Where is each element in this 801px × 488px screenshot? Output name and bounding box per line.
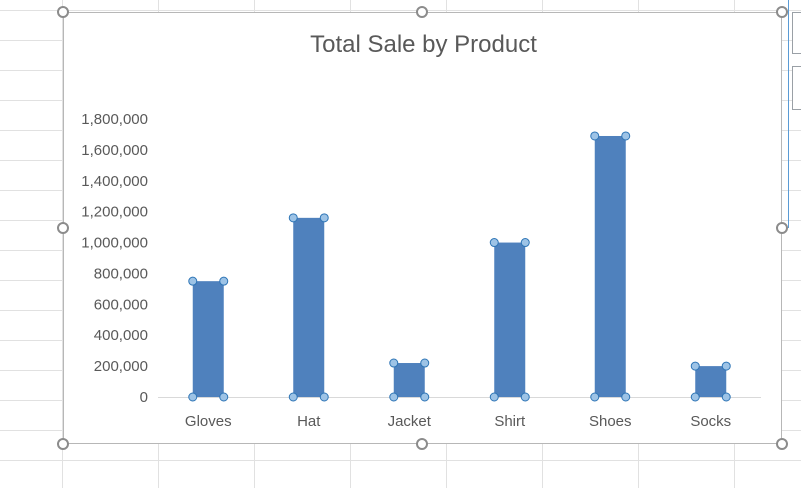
bar[interactable]	[695, 366, 727, 397]
series-selection-point[interactable]	[690, 392, 700, 402]
sheet-gridline	[0, 460, 801, 461]
resize-handle-top-right[interactable]	[776, 6, 788, 18]
x-tick-label: Socks	[690, 413, 731, 430]
y-tick-label: 800,000	[94, 265, 148, 282]
series-selection-point[interactable]	[389, 392, 399, 402]
bar[interactable]	[594, 135, 626, 397]
series-selection-point[interactable]	[520, 392, 530, 402]
y-tick-label: 1,800,000	[81, 111, 148, 128]
resize-handle-bottom-right[interactable]	[776, 438, 788, 450]
series-selection-point[interactable]	[188, 276, 198, 286]
bar[interactable]	[494, 242, 526, 397]
sheet-gridline	[0, 10, 801, 11]
x-tick-label: Gloves	[185, 413, 232, 430]
y-tick-label: 400,000	[94, 327, 148, 344]
resize-handle-left[interactable]	[57, 222, 69, 234]
sheet-gridline	[62, 0, 63, 488]
adjacent-object-fragment	[792, 12, 801, 54]
plot-area[interactable]: 0 200,000 400,000 600,000 800,000 1,000,000 1,…	[64, 13, 783, 445]
series-selection-point[interactable]	[389, 358, 399, 368]
series-selection-point[interactable]	[590, 392, 600, 402]
series-selection-point[interactable]	[420, 358, 430, 368]
series-selection-point[interactable]	[288, 392, 298, 402]
series-selection-point[interactable]	[690, 361, 700, 371]
resize-handle-top-left[interactable]	[57, 6, 69, 18]
series-selection-point[interactable]	[621, 131, 631, 141]
series-selection-point[interactable]	[621, 392, 631, 402]
x-tick-label: Jacket	[388, 413, 432, 430]
series-selection-point[interactable]	[319, 392, 329, 402]
resize-handle-top[interactable]	[416, 6, 428, 18]
resize-handle-bottom-left[interactable]	[57, 438, 69, 450]
y-tick-label: 1,000,000	[81, 235, 148, 252]
series-selection-point[interactable]	[219, 392, 229, 402]
series-selection-point[interactable]	[520, 238, 530, 248]
y-tick-label: 1,200,000	[81, 204, 148, 221]
bar[interactable]	[293, 217, 325, 397]
adjacent-object-border	[788, 0, 789, 228]
chart-title[interactable]: Total Sale by Product	[310, 31, 537, 58]
bar[interactable]	[393, 363, 425, 397]
series-selection-point[interactable]	[721, 361, 731, 371]
series-selection-point[interactable]	[721, 392, 731, 402]
y-tick-label: 200,000	[94, 358, 148, 375]
series-selection-point[interactable]	[319, 213, 329, 223]
series-selection-point[interactable]	[288, 213, 298, 223]
x-tick-label: Shoes	[589, 413, 632, 430]
series-selection-point[interactable]	[420, 392, 430, 402]
y-tick-label: 1,600,000	[81, 142, 148, 159]
adjacent-object-fragment	[792, 66, 801, 110]
y-tick-label: 600,000	[94, 296, 148, 313]
x-tick-label: Shirt	[494, 413, 526, 430]
chart-object[interactable]: Total Sale by Product 0 200,000 400,000 600…	[63, 12, 782, 444]
y-tick-label: 0	[140, 389, 148, 406]
series-selection-point[interactable]	[489, 392, 499, 402]
resize-handle-bottom[interactable]	[416, 438, 428, 450]
series-selection-point[interactable]	[590, 131, 600, 141]
bar[interactable]	[192, 281, 224, 397]
x-tick-label: Hat	[297, 413, 321, 430]
series-selection-point[interactable]	[188, 392, 198, 402]
resize-handle-right[interactable]	[776, 222, 788, 234]
y-tick-label: 1,400,000	[81, 173, 148, 190]
series-selection-point[interactable]	[219, 276, 229, 286]
series-selection-point[interactable]	[489, 238, 499, 248]
